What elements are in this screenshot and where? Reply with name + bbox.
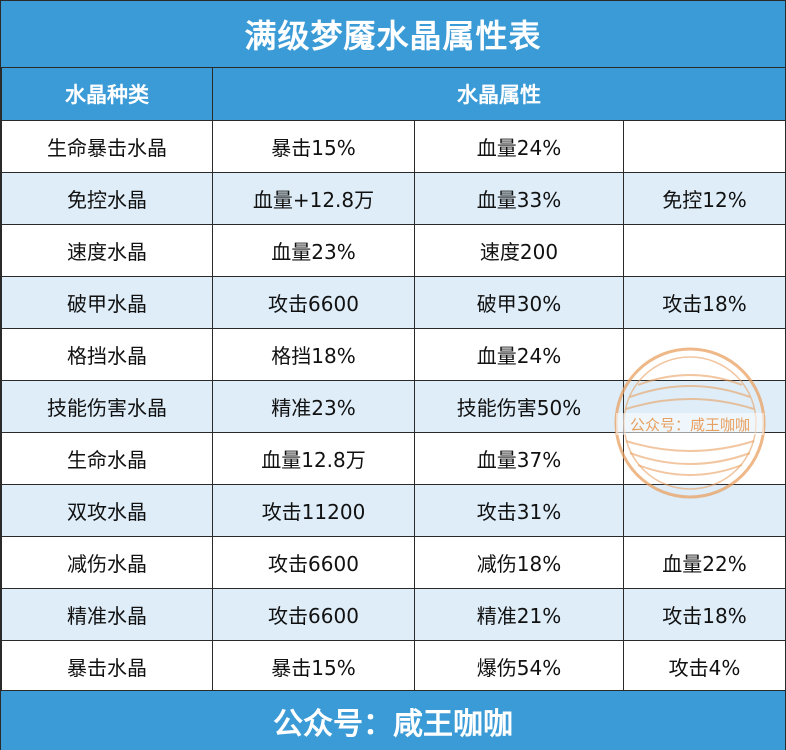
table-row: 精准水晶 攻击6600 精准21% 攻击18%	[1, 588, 786, 641]
attribute-2-cell: 血量24%	[414, 328, 624, 381]
table-body: 生命暴击水晶 暴击15% 血量24% 免控水晶 血量+12.8万 血量33% 免控12% 速度…	[1, 120, 786, 693]
attribute-2-cell: 速度200	[414, 224, 624, 277]
attribute-2-cell: 爆伤54%	[414, 640, 624, 693]
attribute-3-cell	[622, 224, 786, 277]
attribute-1-cell: 暴击15%	[212, 640, 415, 693]
attribute-1-cell: 血量12.8万	[212, 432, 415, 485]
attribute-1-cell: 攻击11200	[212, 484, 415, 537]
attribute-3-cell: 攻击18%	[622, 588, 786, 641]
table-row: 暴击水晶 暴击15% 爆伤54% 攻击4%	[1, 640, 786, 693]
attribute-3-cell	[622, 432, 786, 485]
column-header-type: 水晶种类	[1, 67, 213, 121]
table-row: 破甲水晶 攻击6600 破甲30% 攻击18%	[1, 276, 786, 329]
crystal-name-cell: 精准水晶	[1, 588, 213, 641]
table-row: 双攻水晶 攻击11200 攻击31%	[1, 484, 786, 537]
attribute-3-cell	[622, 484, 786, 537]
attribute-1-cell: 精准23%	[212, 380, 415, 433]
attribute-2-cell: 血量24%	[414, 120, 624, 173]
crystal-name-cell: 双攻水晶	[1, 484, 213, 537]
attribute-2-cell: 技能伤害50%	[414, 380, 624, 433]
attribute-1-cell: 攻击6600	[212, 536, 415, 589]
crystal-name-cell: 技能伤害水晶	[1, 380, 213, 433]
table-row: 生命暴击水晶 暴击15% 血量24%	[1, 120, 786, 173]
crystal-name-cell: 减伤水晶	[1, 536, 213, 589]
attribute-2-cell: 精准21%	[414, 588, 624, 641]
attribute-1-cell: 攻击6600	[212, 276, 415, 329]
table-row: 免控水晶 血量+12.8万 血量33% 免控12%	[1, 172, 786, 225]
attribute-3-cell: 血量22%	[622, 536, 786, 589]
attribute-3-cell	[622, 328, 786, 381]
footer-banner: 公众号：咸王咖咖	[1, 690, 785, 750]
crystal-name-cell: 生命暴击水晶	[1, 120, 213, 173]
table-row: 格挡水晶 格挡18% 血量24%	[1, 328, 786, 381]
attribute-3-cell: 攻击4%	[622, 640, 786, 693]
column-header-attributes: 水晶属性	[211, 67, 786, 121]
table-row: 生命水晶 血量12.8万 血量37%	[1, 432, 786, 485]
crystal-name-cell: 破甲水晶	[1, 276, 213, 329]
attribute-2-cell: 血量33%	[414, 172, 624, 225]
attribute-2-cell: 血量37%	[414, 432, 624, 485]
attribute-1-cell: 攻击6600	[212, 588, 415, 641]
attribute-1-cell: 血量+12.8万	[212, 172, 415, 225]
attribute-1-cell: 血量23%	[212, 224, 415, 277]
attribute-2-cell: 攻击31%	[414, 484, 624, 537]
attribute-3-cell	[622, 120, 786, 173]
table-header-row: 水晶种类 水晶属性	[1, 67, 786, 121]
attribute-3-cell	[622, 380, 786, 433]
crystal-name-cell: 暴击水晶	[1, 640, 213, 693]
attribute-1-cell: 暴击15%	[212, 120, 415, 173]
attribute-3-cell: 攻击18%	[622, 276, 786, 329]
attribute-2-cell: 减伤18%	[414, 536, 624, 589]
crystal-name-cell: 格挡水晶	[1, 328, 213, 381]
crystal-name-cell: 速度水晶	[1, 224, 213, 277]
table-row: 减伤水晶 攻击6600 减伤18% 血量22%	[1, 536, 786, 589]
crystal-table: 水晶种类 水晶属性 生命暴击水晶 暴击15% 血量24% 免控水晶 血量+12.8万 血量…	[1, 67, 786, 693]
attribute-2-cell: 破甲30%	[414, 276, 624, 329]
crystal-name-cell: 生命水晶	[1, 432, 213, 485]
crystal-name-cell: 免控水晶	[1, 172, 213, 225]
attribute-1-cell: 格挡18%	[212, 328, 415, 381]
table-row: 技能伤害水晶 精准23% 技能伤害50%	[1, 380, 786, 433]
page-title: 满级梦魇水晶属性表	[1, 1, 785, 68]
table-row: 速度水晶 血量23% 速度200	[1, 224, 786, 277]
attribute-3-cell: 免控12%	[622, 172, 786, 225]
